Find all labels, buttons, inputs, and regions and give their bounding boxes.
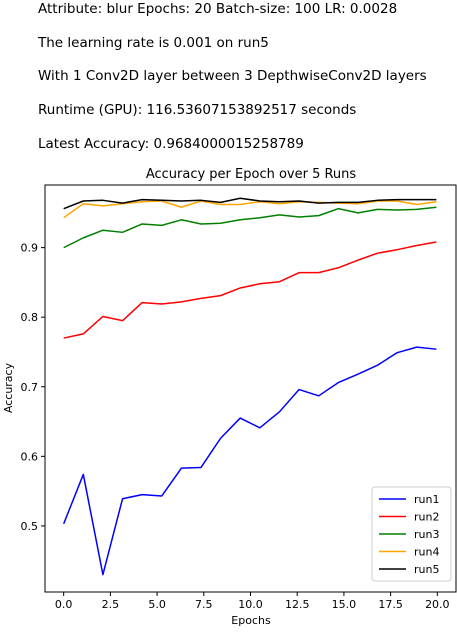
y-axis-label: Accuracy	[2, 362, 15, 413]
x-tick-label: 15.0	[332, 598, 357, 611]
x-tick-label: 5.0	[148, 598, 166, 611]
series-line-run2	[63, 241, 437, 339]
y-tick-label: 0.9	[21, 242, 39, 255]
x-tick-label: 10.0	[238, 598, 263, 611]
legend-label-run3: run3	[414, 528, 439, 541]
y-tick-label: 0.5	[21, 520, 39, 533]
y-tick-label: 0.8	[21, 311, 39, 324]
y-tick-label: 0.7	[21, 381, 39, 394]
legend-label-run1: run1	[414, 493, 439, 506]
legend: run1 run2 run3 run4 run5	[371, 486, 452, 582]
x-tick-label: 2.5	[102, 598, 120, 611]
latest-accuracy-info: Latest Accuracy: 0.9684000015258789	[38, 136, 304, 152]
legend-label-run4: run4	[414, 546, 439, 559]
chart-title: Accuracy per Epoch over 5 Runs	[146, 167, 357, 182]
series-line-run3	[63, 206, 437, 249]
x-tick-label: 17.5	[378, 598, 403, 611]
tick-layer: 0.0 2.5 5.0 7.5 10.0 12.5 15.0 17.5 20.0 0.5 0.6 0.…	[21, 242, 450, 611]
legend-label-run2: run2	[414, 511, 439, 524]
x-axis-label: Epochs	[231, 614, 271, 627]
series-line-run4	[63, 200, 437, 219]
legend-box	[371, 486, 452, 582]
learning-rate-info: The learning rate is 0.001 on run5	[38, 35, 269, 51]
x-tick-label: 7.5	[195, 598, 213, 611]
runtime-info: Runtime (GPU): 116.53607153892517 second…	[38, 102, 357, 118]
plot-frame	[44, 184, 457, 593]
x-tick-label: 0.0	[55, 598, 73, 611]
series-layer	[62, 197, 437, 576]
y-tick-label: 0.6	[21, 450, 39, 463]
series-line-run5	[63, 197, 437, 210]
legend-label-run5: run5	[414, 563, 439, 576]
x-tick-label: 20.0	[425, 598, 450, 611]
series-line-run1	[62, 346, 437, 576]
architecture-info: With 1 Conv2D layer between 3 DepthwiseC…	[38, 68, 427, 84]
x-tick-label: 12.5	[285, 598, 310, 611]
attribute-info: Attribute: blur Epochs: 20 Batch-size: 1…	[38, 1, 398, 17]
